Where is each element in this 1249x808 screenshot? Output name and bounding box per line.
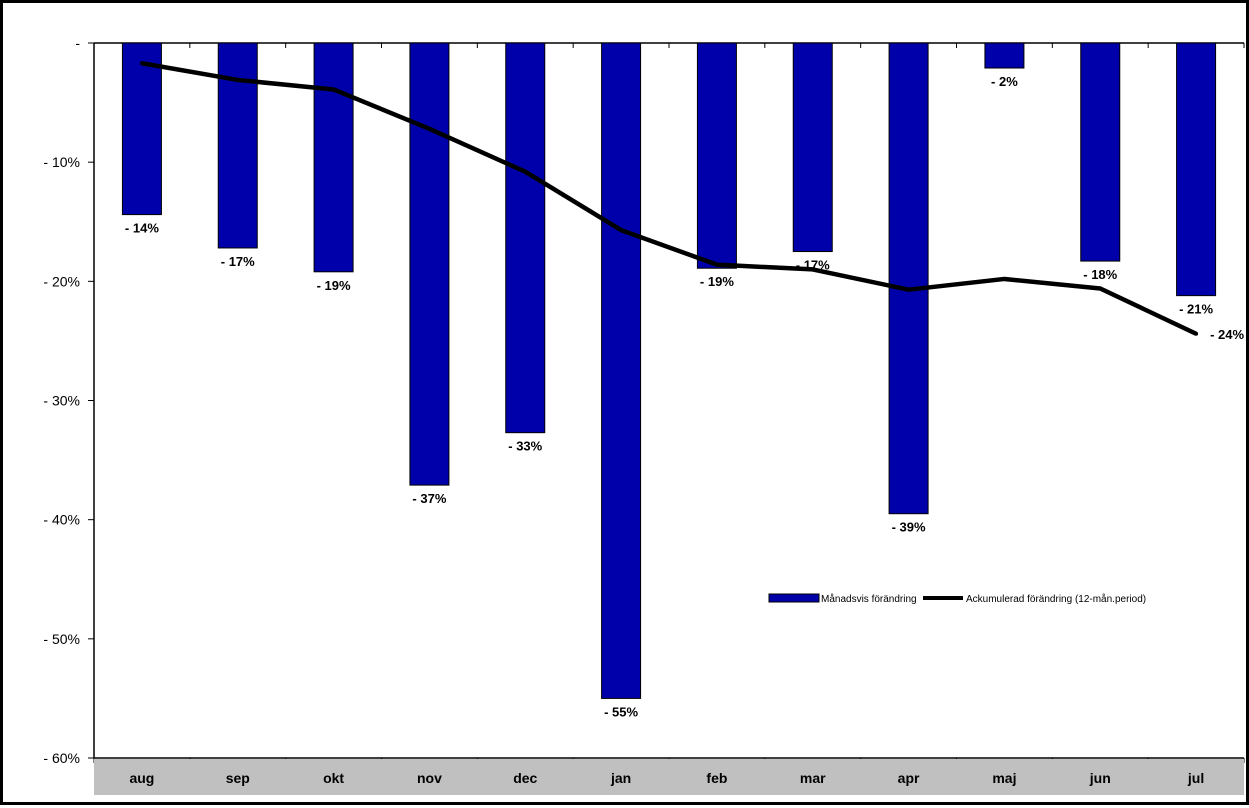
bar-label-sep: - 17%	[221, 254, 255, 269]
bar-sep	[217, 42, 258, 249]
bar-label-aug: - 14%	[125, 221, 159, 236]
x-tick-label-nov: nov	[417, 770, 442, 786]
line-point-aug	[139, 61, 144, 66]
legend-bar-label: Månadsvis förändring	[821, 593, 917, 605]
y-tick-label: -	[75, 35, 80, 51]
legend-bar-swatch	[768, 593, 820, 603]
bar-mar	[792, 42, 833, 253]
line-point-dec	[523, 169, 528, 174]
accumulated-line	[141, 61, 1198, 336]
bar-okt	[313, 42, 354, 273]
line-point-jun	[1098, 286, 1103, 291]
x-tick-label-dec: dec	[513, 770, 537, 786]
line-end-label: - 24%	[1210, 327, 1244, 342]
chart-canvas: - - 10% - 20% - 30% - 40% - 50% - 60% - 14% - 17…	[43, 35, 1245, 795]
y-tick-label: - 40%	[43, 512, 80, 528]
bar-aug	[121, 42, 162, 216]
bar-label-okt: - 19%	[317, 278, 351, 293]
bar-label-jul: - 21%	[1179, 302, 1213, 317]
bar-label-apr: - 39%	[892, 520, 926, 535]
bar-dec	[505, 42, 546, 434]
category-band	[94, 759, 1244, 795]
line-point-jan	[619, 228, 624, 233]
line-point-nov	[427, 126, 432, 131]
line-point-mar	[810, 267, 815, 272]
x-tick-label-feb: feb	[706, 770, 727, 786]
y-tick-label: - 60%	[43, 750, 80, 766]
bar-label-feb: - 19%	[700, 274, 734, 289]
bar-jun	[1080, 42, 1121, 262]
x-tick-label-aug: aug	[129, 770, 154, 786]
bar-nov	[409, 42, 450, 486]
line-point-feb	[714, 262, 719, 267]
bar-label-maj: - 2%	[991, 74, 1018, 89]
bar-label-dec: - 33%	[508, 439, 542, 454]
x-tick-label-sep: sep	[226, 770, 250, 786]
x-tick-label-jul: jul	[1187, 770, 1204, 786]
bar-label-mar: - 17%	[796, 258, 830, 273]
y-tick-label: - 50%	[43, 631, 80, 647]
line-point-apr	[906, 287, 911, 292]
bar-feb	[696, 42, 737, 269]
x-tick-label-maj: maj	[992, 770, 1016, 786]
line-point-okt	[331, 87, 336, 92]
bar-label-jan: - 55%	[604, 704, 638, 719]
x-tick-label-okt: okt	[323, 770, 344, 786]
bar-jul	[1176, 42, 1217, 297]
bar-apr	[888, 42, 929, 515]
x-tick-label-apr: apr	[898, 770, 920, 786]
bar-label-jun: - 18%	[1083, 267, 1117, 282]
x-tick-label-mar: mar	[800, 770, 826, 786]
line-point-jul	[1194, 331, 1199, 336]
line-point-sep	[235, 77, 240, 82]
y-tick-label: - 30%	[43, 393, 80, 409]
bar-jan	[601, 42, 642, 699]
bar-label-nov: - 37%	[412, 491, 446, 506]
x-tick-label-jan: jan	[610, 770, 631, 786]
x-tick-label-jun: jun	[1089, 770, 1111, 786]
line-point-maj	[1002, 276, 1007, 281]
legend-line-label: Ackumulerad förändring (12-mån.period)	[966, 593, 1146, 605]
bar-maj	[984, 42, 1025, 69]
y-tick-label: - 20%	[43, 273, 80, 289]
y-tick-label: - 10%	[43, 154, 80, 170]
